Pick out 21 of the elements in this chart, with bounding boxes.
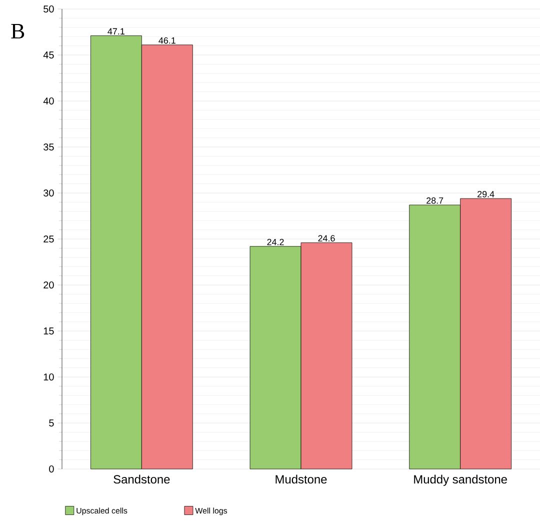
data-label: 46.1	[158, 37, 176, 44]
data-label: 24.2	[267, 238, 284, 246]
data-label: 24.6	[318, 235, 335, 242]
x-tick-label: Muddy sandstone	[414, 474, 507, 486]
y-tick-label: 30	[44, 189, 54, 197]
text: B	[11, 24, 24, 38]
y-tick-label: 50	[44, 5, 54, 13]
data-label: 28.7	[426, 197, 444, 204]
y-tick-label: 40	[43, 97, 54, 105]
x-tick-label: Sandstone	[114, 474, 170, 484]
data-label: 47.1	[108, 28, 124, 34]
y-tick-label: 10	[44, 373, 54, 381]
y-tick-label: 45	[43, 52, 54, 58]
y-tick-label: 20	[44, 281, 54, 289]
y-tick-label: 0	[49, 465, 54, 473]
data-label: 29.4	[478, 190, 494, 198]
y-tick-label: 25	[44, 235, 54, 243]
y-tick-label: 15	[44, 328, 54, 334]
y-tick-label: 5	[49, 420, 54, 426]
x-tick-label: Mudstone	[276, 474, 327, 484]
y-tick-label: 35	[44, 143, 54, 151]
